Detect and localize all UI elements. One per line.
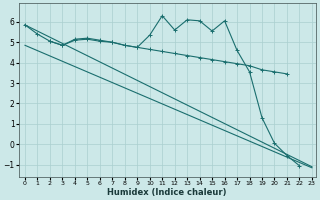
X-axis label: Humidex (Indice chaleur): Humidex (Indice chaleur) xyxy=(108,188,227,197)
